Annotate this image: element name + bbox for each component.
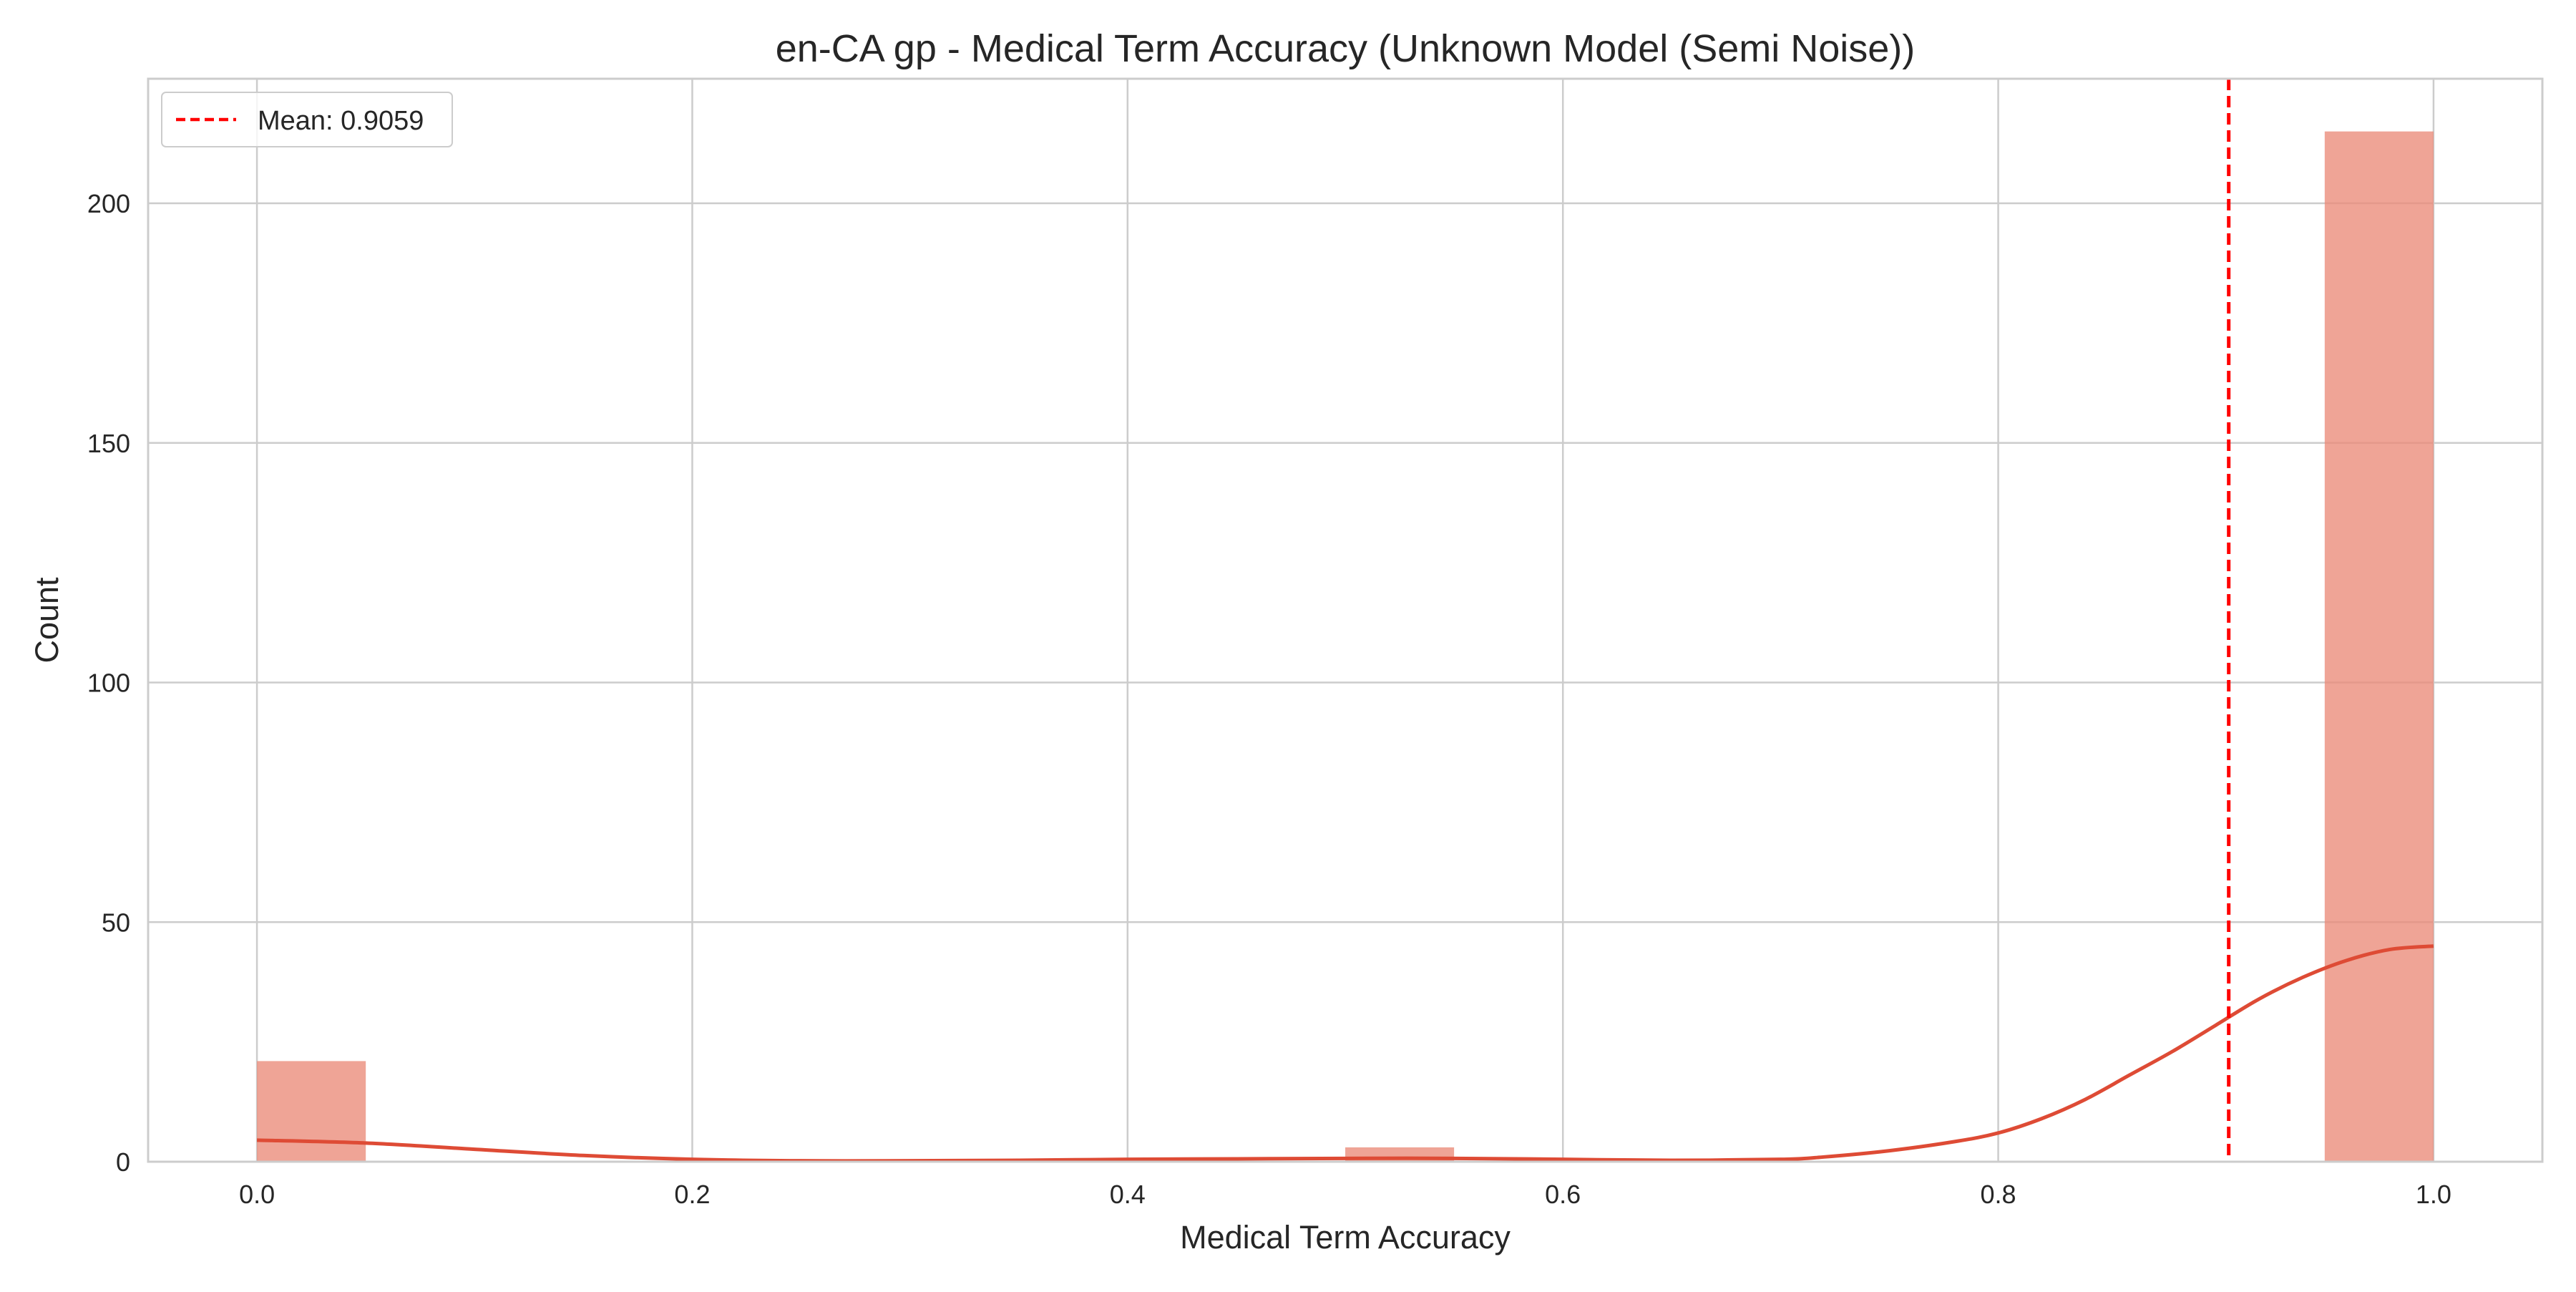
legend: Mean: 0.9059 [161, 92, 453, 147]
tick-labels: 0.0 0.2 0.4 0.6 0.8 1.0 0 50 100 150 200 [87, 189, 2451, 1209]
x-tick-label: 0.4 [1110, 1180, 1146, 1209]
y-tick-label: 0 [116, 1147, 130, 1177]
y-axis-label: Count [29, 577, 65, 664]
y-tick-label: 150 [87, 429, 130, 458]
kde-curve [257, 944, 2434, 1163]
legend-mean-label: Mean: 0.9059 [258, 106, 424, 136]
histogram-bar [2324, 131, 2434, 1162]
y-tick-label: 100 [87, 669, 130, 698]
histogram-bar [257, 1061, 366, 1162]
x-tick-label: 0.6 [1545, 1180, 1581, 1209]
x-tick-label: 0.8 [1981, 1180, 2016, 1209]
grid-lines [148, 79, 2542, 1163]
x-tick-label: 0.2 [674, 1180, 710, 1209]
y-tick-label: 50 [102, 908, 130, 937]
x-tick-label: 0.0 [239, 1180, 275, 1209]
histogram-bars [257, 131, 2434, 1162]
y-tick-label: 200 [87, 189, 130, 218]
legend-box [161, 92, 453, 147]
x-axis-label: Medical Term Accuracy [1180, 1219, 1511, 1255]
x-tick-label: 1.0 [2416, 1180, 2451, 1209]
kde-curve-layer [257, 944, 2434, 1163]
chart-title: en-CA gp - Medical Term Accuracy (Unknow… [776, 27, 1916, 70]
plot-frame [147, 77, 2544, 1163]
